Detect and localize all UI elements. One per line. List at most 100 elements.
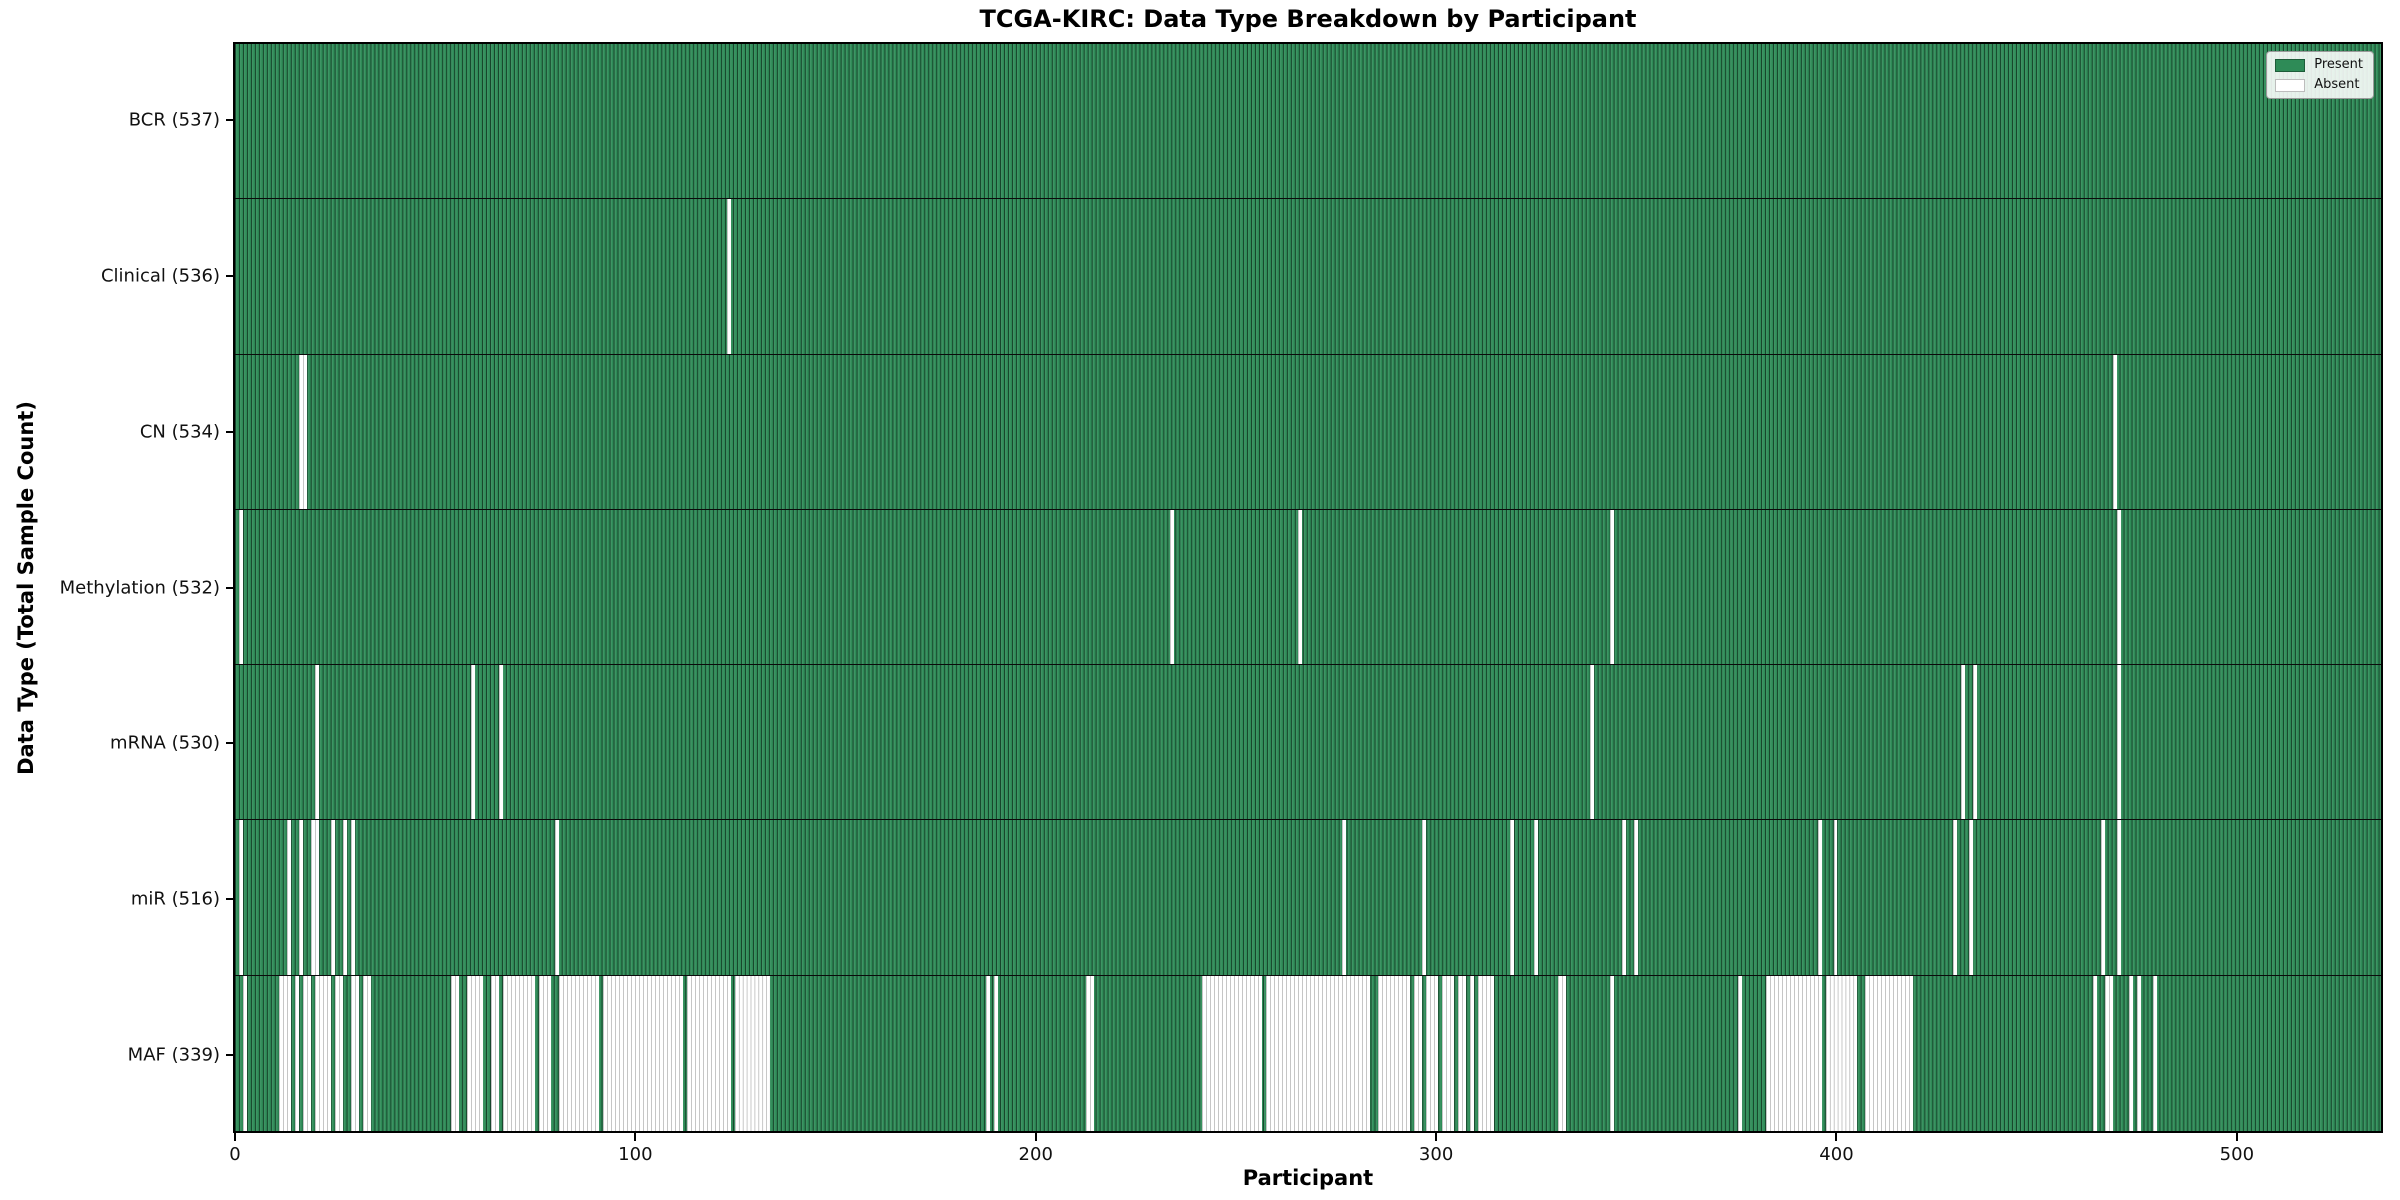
absent-stripe [1341, 820, 1346, 975]
x-tick-label: 100 [618, 1144, 653, 1165]
absent-stripe [278, 975, 291, 1131]
absent-stripe [238, 820, 243, 975]
absent-stripe [450, 975, 459, 1131]
x-axis-title: Participant [1242, 1166, 1374, 1190]
legend-label-present: Present [2314, 57, 2363, 72]
y-axis: BCR (537) Clinical (536) CN (534) Methylati… [0, 42, 233, 1133]
absent-stripe [314, 665, 319, 820]
absent-stripe [1589, 665, 1594, 820]
absent-stripe [538, 975, 551, 1131]
x-tick-mark [1835, 1133, 1838, 1141]
row-Clinical [235, 199, 2381, 355]
absent-stripe [1469, 975, 1474, 1131]
absent-stripe [1421, 820, 1426, 975]
absent-stripe [342, 820, 347, 975]
x-tick-mark [2235, 1133, 2238, 1141]
y-tick-mark [226, 1054, 233, 1057]
absent-stripe [466, 975, 483, 1131]
row-BCR [235, 44, 2381, 200]
absent-stripe [1961, 665, 1966, 820]
y-tick-label: Clinical (536) [100, 265, 220, 287]
absent-stripe [2137, 975, 2142, 1131]
x-tick-label: 300 [1418, 1144, 1454, 1165]
absent-stripe [2117, 665, 2122, 820]
absent-stripe [986, 975, 991, 1131]
row-mRNA [235, 665, 2381, 821]
absent-stripe [2101, 820, 2106, 975]
absent-stripe [298, 820, 303, 975]
absent-stripe [1477, 975, 1494, 1131]
absent-stripe [1533, 820, 1538, 975]
absent-stripe [1170, 509, 1175, 665]
y-tick-mark [226, 898, 233, 901]
x-tick-label: 400 [1819, 1144, 1854, 1165]
absent-stripe [1825, 975, 1858, 1131]
x-tick-mark [1034, 1133, 1037, 1141]
absent-stripe [2105, 975, 2114, 1131]
absent-stripe [1298, 509, 1302, 665]
absent-stripe [310, 820, 319, 975]
heatmap-rows [235, 44, 2381, 1131]
absent-stripe [1266, 975, 1370, 1131]
y-tick-label: Methylation (532) [59, 577, 220, 598]
absent-stripe [558, 975, 599, 1131]
y-tick-mark [226, 274, 233, 277]
absent-stripe [1509, 820, 1514, 975]
legend-label-absent: Absent [2314, 77, 2360, 92]
absent-stripe [350, 820, 355, 975]
absent-stripe [2117, 820, 2122, 975]
absent-stripe [1833, 820, 1838, 975]
absent-swatch [2275, 78, 2306, 92]
absent-stripe [1969, 820, 1974, 975]
absent-stripe [298, 354, 307, 509]
absent-stripe [330, 820, 335, 975]
absent-stripe [1973, 665, 1978, 820]
absent-stripe [554, 820, 559, 975]
absent-stripe [498, 665, 503, 820]
present-swatch [2275, 58, 2306, 72]
absent-stripe [1633, 820, 1638, 975]
absent-stripe [686, 975, 731, 1131]
y-tick-label: BCR (537) [128, 109, 220, 131]
absent-stripe [1765, 975, 1822, 1131]
row-Methylation [235, 509, 2381, 666]
x-axis: 0 100 200 300 400 500 [229, 1133, 2383, 1183]
absent-stripe [502, 975, 535, 1131]
absent-stripe [1621, 820, 1626, 975]
absent-stripe [1557, 975, 1566, 1131]
absent-stripe [1609, 975, 1614, 1131]
absent-stripe [2117, 509, 2122, 665]
absent-stripe [2129, 975, 2134, 1131]
y-tick-label: MAF (339) [127, 1044, 220, 1066]
y-tick-mark [226, 430, 233, 433]
y-tick-label: CN (534) [139, 421, 220, 443]
absent-stripe [1413, 975, 1422, 1131]
absent-stripe [1425, 975, 1438, 1131]
absent-stripe [1609, 509, 1614, 665]
absent-stripe [314, 975, 331, 1131]
absent-stripe [1865, 975, 1914, 1131]
legend: Present Absent [2266, 51, 2374, 99]
absent-stripe [238, 509, 243, 665]
absent-stripe [470, 665, 475, 820]
absent-stripe [1457, 975, 1466, 1131]
legend-item-absent: Absent [2275, 78, 2363, 92]
absent-stripe [1817, 820, 1822, 975]
y-tick-mark [226, 586, 233, 589]
row-MAF [235, 975, 2381, 1131]
absent-stripe [2113, 354, 2118, 509]
absent-stripe [490, 975, 499, 1131]
absent-stripe [602, 975, 683, 1131]
x-tick-label: 200 [1018, 1144, 1053, 1165]
absent-stripe [734, 975, 771, 1131]
absent-stripe [1441, 975, 1454, 1131]
chart-title: TCGA-KIRC: Data Type Breakdown by Partic… [979, 5, 1637, 33]
absent-stripe [334, 975, 343, 1131]
y-tick-mark [226, 118, 233, 121]
absent-stripe [302, 975, 311, 1131]
absent-stripe [350, 975, 359, 1131]
y-tick-label: mRNA (530) [110, 732, 220, 754]
absent-stripe [362, 975, 371, 1131]
y-tick-label: miR (516) [130, 888, 220, 910]
